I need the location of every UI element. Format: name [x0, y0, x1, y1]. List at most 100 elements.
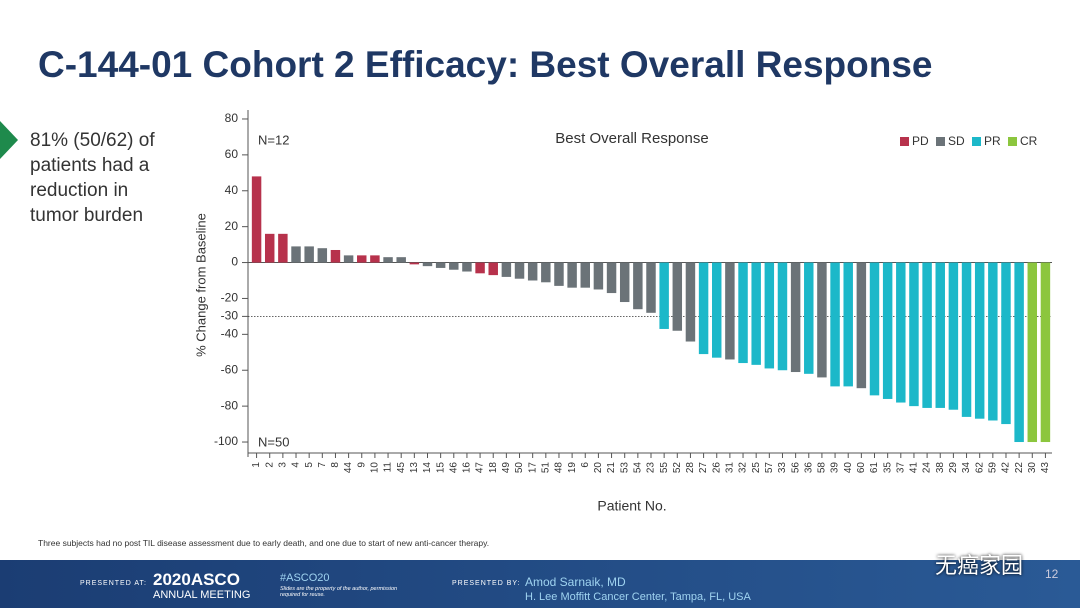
y-tick-label: -40	[221, 327, 239, 341]
x-tick-label: 47	[475, 462, 486, 474]
bar	[856, 262, 867, 389]
x-tick-label: 11	[383, 462, 394, 473]
footer-text: 2020ASCO	[153, 570, 240, 589]
x-tick-label: 32	[738, 462, 749, 474]
bar	[817, 262, 827, 378]
x-tick-label: 59	[987, 462, 998, 474]
bar	[948, 262, 959, 410]
bar	[370, 255, 380, 263]
bar	[304, 246, 314, 263]
bar	[278, 233, 288, 263]
bar	[567, 262, 577, 288]
x-tick-label: 58	[817, 462, 828, 474]
bullet-text: 81% (50/62) of patients had a reduction …	[30, 130, 155, 226]
bar	[804, 262, 814, 374]
bar	[685, 262, 696, 342]
bar	[475, 262, 485, 274]
bar	[251, 176, 262, 263]
footnote: Three subjects had no post TIL disease a…	[38, 538, 490, 548]
footer-text: PRESENTED AT:	[80, 580, 147, 587]
bar	[488, 262, 498, 276]
bar	[541, 262, 551, 283]
x-tick-label: 48	[554, 462, 565, 474]
bar	[580, 262, 590, 288]
x-tick-label: 4	[291, 462, 302, 468]
y-tick-label: 0	[231, 255, 238, 269]
bar	[435, 262, 446, 268]
legend-label: PD	[912, 134, 929, 148]
bar	[1040, 262, 1051, 443]
x-tick-label: 15	[435, 462, 446, 474]
bar	[646, 262, 656, 313]
x-tick-label: 57	[764, 462, 775, 474]
x-tick-label: 46	[448, 462, 459, 474]
page-number: 12	[1045, 567, 1059, 581]
x-tick-label: 28	[685, 462, 696, 474]
bar	[830, 262, 840, 387]
bar	[633, 262, 643, 310]
x-tick-label: 20	[593, 462, 604, 474]
x-tick-label: 10	[370, 462, 381, 474]
x-tick-label: 60	[856, 462, 867, 474]
x-tick-label: 2	[264, 462, 275, 468]
y-tick-label: -60	[221, 362, 239, 376]
bar	[672, 262, 683, 331]
x-tick-label: 53	[619, 462, 630, 474]
y-axis-label: % Change from Baseline	[193, 213, 208, 357]
bar	[330, 249, 341, 263]
legend-label: CR	[1020, 134, 1038, 148]
x-tick-label: 50	[514, 462, 525, 474]
x-tick-label: 39	[830, 462, 841, 474]
x-tick-label: 9	[356, 462, 367, 468]
x-tick-label: 35	[882, 462, 893, 474]
x-tick-label: 62	[974, 462, 985, 474]
bar	[751, 262, 761, 365]
y-tick-label: -80	[221, 398, 239, 412]
x-tick-label: 49	[501, 462, 512, 474]
bar	[988, 262, 998, 421]
bar	[974, 262, 985, 419]
y-tick-label: 40	[225, 183, 239, 197]
bar	[777, 262, 788, 371]
bar	[896, 262, 906, 403]
footer-text: Amod Sarnaik, MD	[525, 575, 626, 589]
legend-swatch	[936, 137, 945, 146]
x-tick-label: 25	[751, 462, 762, 474]
y-tick-label: 80	[225, 111, 239, 125]
legend-label: SD	[948, 134, 965, 148]
bar	[935, 262, 945, 408]
x-tick-label: 37	[895, 462, 906, 474]
x-tick-label: 14	[422, 462, 433, 474]
x-tick-label: 26	[711, 462, 722, 474]
x-tick-label: 43	[1040, 462, 1051, 474]
bar	[725, 262, 735, 360]
x-tick-label: 34	[961, 462, 972, 474]
bar	[882, 262, 893, 399]
bar	[264, 233, 275, 263]
bar	[501, 262, 512, 277]
x-tick-label: 56	[790, 462, 801, 474]
bar	[909, 262, 919, 407]
footer-text: Slides are the property of the author, p…	[280, 586, 398, 598]
x-tick-label: 3	[278, 462, 289, 468]
bar	[1001, 262, 1011, 425]
annotation: N=12	[258, 132, 289, 147]
x-tick-label: 52	[672, 462, 683, 474]
x-tick-label: 36	[803, 462, 814, 474]
bar	[593, 262, 604, 290]
chart-title: Best Overall Response	[555, 130, 708, 147]
y-tick-label: -30	[221, 309, 239, 323]
x-tick-label: 61	[869, 462, 880, 474]
x-tick-label: 41	[909, 462, 920, 474]
watermark: 无癌家园	[935, 553, 1024, 578]
bar	[317, 248, 328, 263]
legend-swatch	[972, 137, 981, 146]
bar	[357, 255, 367, 263]
x-tick-label: 1	[251, 462, 262, 468]
bar	[712, 262, 722, 358]
x-tick-label: 21	[606, 462, 617, 474]
bar	[291, 246, 301, 263]
footer-text: H. Lee Moffitt Cancer Center, Tampa, FL,…	[525, 591, 751, 603]
x-tick-label: 54	[632, 462, 643, 474]
